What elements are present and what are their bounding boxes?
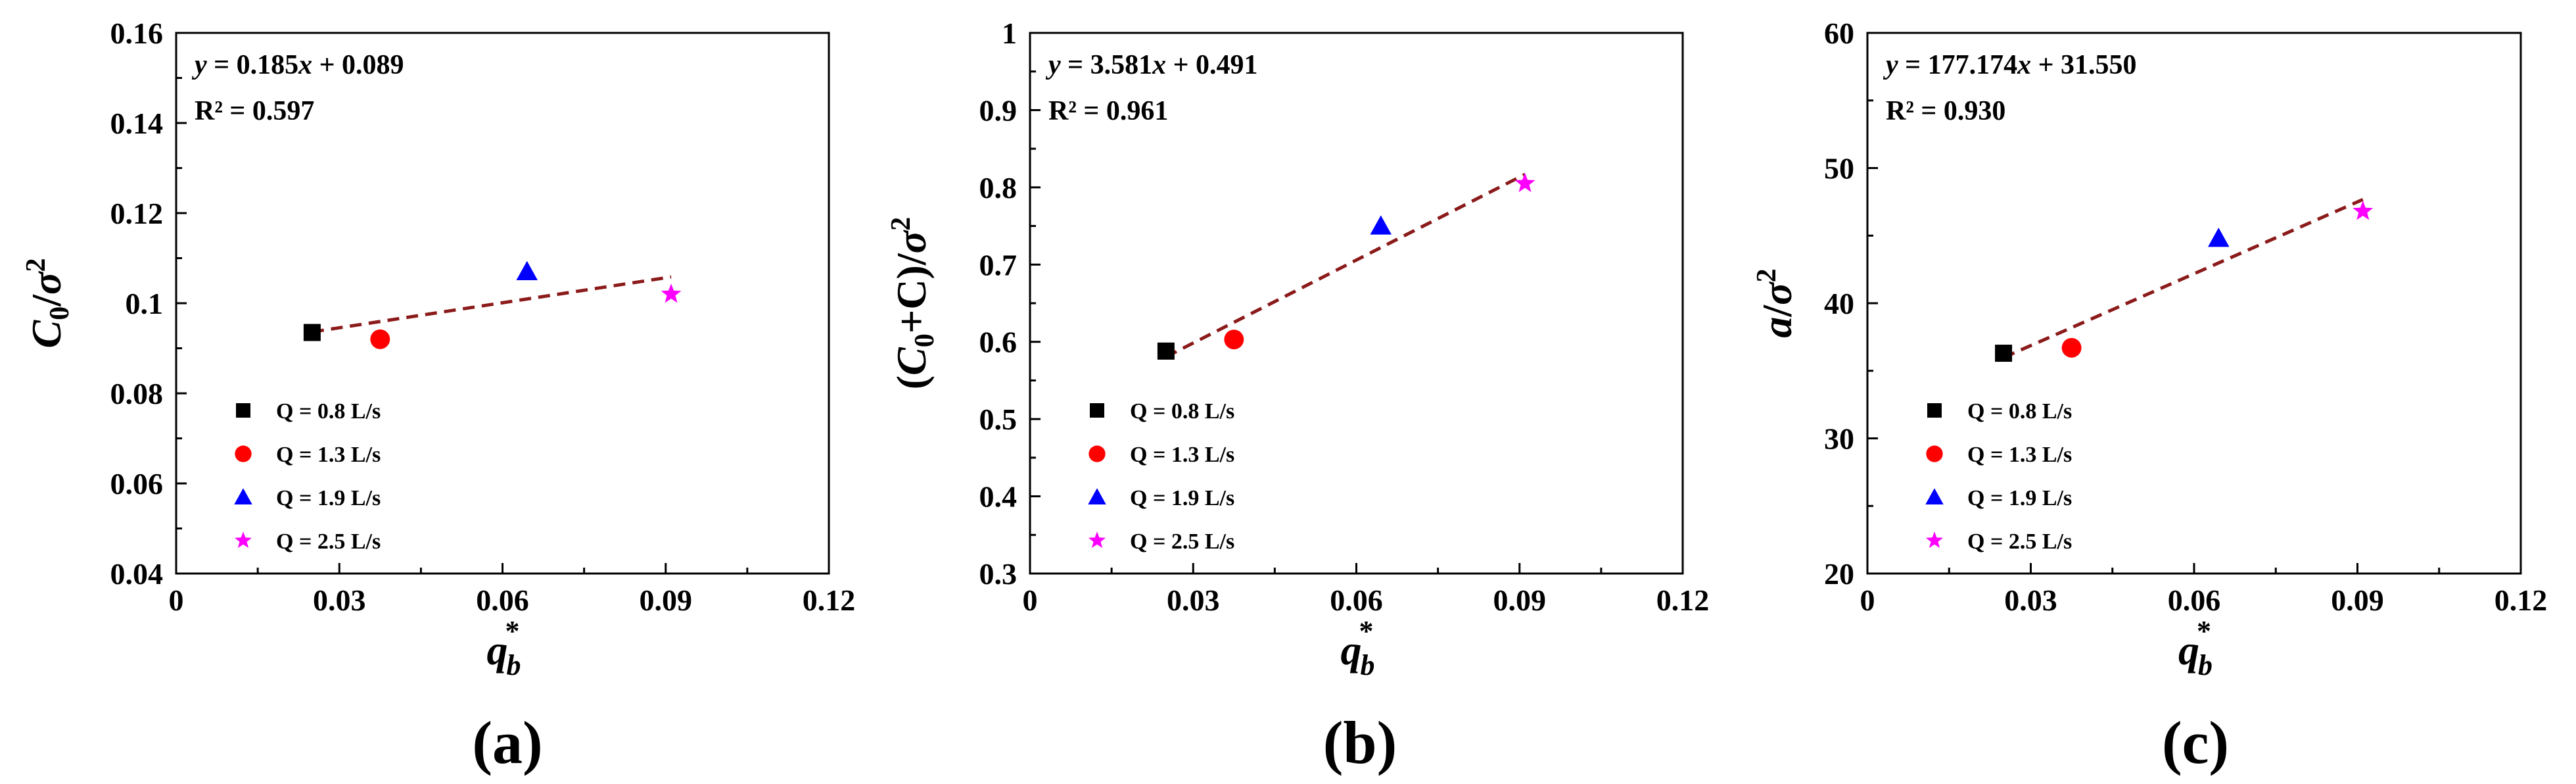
- x-tick-label: 0.09: [640, 583, 693, 617]
- x-tick-label: 0.06: [476, 583, 529, 617]
- x-tick-label: 0.12: [803, 583, 856, 617]
- x-tick-label: 0.09: [2331, 583, 2384, 617]
- panel-label: (b): [1323, 709, 1397, 776]
- x-tick-label: 0.03: [313, 583, 366, 617]
- fit-line: [2003, 198, 2364, 359]
- legend-marker-3: [1088, 531, 1106, 549]
- fit-equation: y = 3.581x + 0.491: [1045, 50, 1258, 80]
- fit-line: [1165, 172, 1526, 358]
- x-tick-label: 0.09: [1493, 583, 1547, 617]
- x-tick-label: 0.03: [2004, 583, 2057, 617]
- data-point-1: [1224, 330, 1244, 350]
- x-axis-title: q* b: [2178, 615, 2213, 681]
- r-squared: R² = 0.961: [1048, 96, 1168, 126]
- y-tick-label: 0.06: [110, 467, 164, 501]
- x-tick-label: 0.03: [1167, 583, 1220, 617]
- legend-marker-2: [1088, 488, 1106, 504]
- data-point-1: [370, 329, 390, 349]
- y-tick-label: 40: [1824, 287, 1854, 320]
- data-point-0: [1995, 345, 2013, 362]
- y-tick-label: 0.7: [979, 248, 1018, 282]
- y-tick-label: 0.12: [110, 197, 164, 230]
- legend-marker-2: [234, 488, 252, 504]
- data-point-3: [2353, 201, 2374, 220]
- legend-label-0: Q = 0.8 L/s: [1130, 399, 1234, 424]
- r-squared: R² = 0.930: [1886, 96, 2005, 126]
- legend-marker-0: [1090, 403, 1104, 418]
- panel-label: (a): [472, 709, 542, 776]
- legend-label-0: Q = 0.8 L/s: [1967, 399, 2072, 424]
- y-tick-label: 0.9: [979, 93, 1018, 127]
- legend-label-3: Q = 2.5 L/s: [1130, 529, 1234, 554]
- fit-line: [312, 275, 672, 334]
- y-tick-label: 0.16: [110, 16, 164, 50]
- chart-panel-1: 0 0.03 0.06 0.09 0.12 0.3 0.4 0.5 0.6 0.7 0.8 0.9 1 q…: [886, 16, 1709, 776]
- fit-equation: y = 177.174x + 31.550: [1883, 50, 2137, 80]
- y-tick-label: 30: [1824, 422, 1854, 456]
- chart-panel-2: 0 0.03 0.06 0.09 0.12 20 30 40 50 60 q* b a/σ2 y = 17…: [1752, 16, 2547, 776]
- x-tick-label: 0: [1860, 583, 1875, 617]
- y-axis-title: C0/σ2: [21, 258, 75, 349]
- panel-label: (c): [2162, 709, 2229, 776]
- y-tick-label: 0.8: [979, 171, 1018, 205]
- y-tick-label: 0.4: [979, 480, 1018, 514]
- legend-label-2: Q = 1.9 L/s: [1130, 486, 1234, 510]
- legend-label-1: Q = 1.3 L/s: [1130, 443, 1234, 467]
- y-tick-label: 0.08: [110, 377, 164, 410]
- y-axis-title: (C0+C)/σ2: [886, 217, 940, 389]
- r-squared: R² = 0.597: [195, 96, 314, 126]
- data-point-3: [1514, 172, 1535, 193]
- legend-marker-2: [1925, 488, 1944, 504]
- chart-panel-0: 0 0.03 0.06 0.09 0.12 0.04 0.06 0.08 0.1 0.12 0.14…: [21, 16, 855, 776]
- x-tick-label: 0: [1023, 583, 1038, 617]
- x-tick-label: 0.12: [2494, 583, 2548, 617]
- y-tick-label: 1: [1002, 16, 1017, 50]
- legend-marker-1: [235, 445, 252, 462]
- y-tick-label: 60: [1824, 16, 1854, 50]
- y-tick-label: 0.5: [979, 403, 1018, 436]
- data-point-1: [2061, 337, 2082, 358]
- legend-marker-1: [1089, 445, 1106, 462]
- legend-label-1: Q = 1.3 L/s: [276, 443, 381, 467]
- legend-label-3: Q = 2.5 L/s: [276, 529, 381, 554]
- x-tick-label: 0.12: [1656, 583, 1710, 617]
- x-tick-label: 0.06: [2168, 583, 2221, 617]
- legend-marker-0: [236, 403, 250, 418]
- legend-label-1: Q = 1.3 L/s: [1967, 443, 2072, 467]
- legend-label-0: Q = 0.8 L/s: [276, 399, 381, 424]
- legend-label-3: Q = 2.5 L/s: [1967, 529, 2072, 554]
- x-tick-label: 0: [169, 583, 184, 617]
- y-tick-label: 0.1: [126, 287, 164, 320]
- legend-label-2: Q = 1.9 L/s: [276, 486, 381, 510]
- x-tick-label: 0.06: [1330, 583, 1383, 617]
- legend-marker-1: [1926, 445, 1943, 462]
- data-point-0: [303, 324, 321, 341]
- x-axis-title: q* b: [1341, 615, 1375, 681]
- y-tick-label: 50: [1824, 152, 1854, 185]
- legend-marker-0: [1927, 403, 1942, 418]
- y-axis-title: a/σ2: [1752, 268, 1800, 337]
- data-point-2: [2208, 228, 2230, 247]
- legend-marker-3: [234, 531, 252, 549]
- y-tick-label: 0.6: [979, 326, 1018, 359]
- y-tick-label: 0.04: [110, 557, 164, 591]
- y-tick-label: 0.14: [110, 107, 164, 140]
- legend-marker-3: [1925, 531, 1944, 549]
- data-point-2: [516, 260, 538, 281]
- x-axis-title: q* b: [487, 615, 521, 681]
- data-point-0: [1157, 342, 1175, 360]
- data-point-2: [1370, 215, 1392, 235]
- data-point-3: [661, 283, 682, 303]
- y-tick-label: 20: [1824, 557, 1854, 591]
- y-tick-label: 0.3: [979, 557, 1018, 591]
- legend-label-2: Q = 1.9 L/s: [1967, 486, 2072, 510]
- fit-equation: y = 0.185x + 0.089: [191, 50, 404, 80]
